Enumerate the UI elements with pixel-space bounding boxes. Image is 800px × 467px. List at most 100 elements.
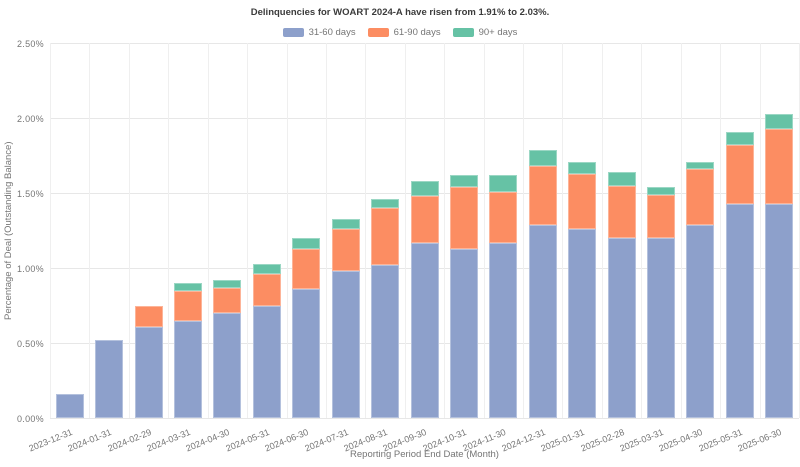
x-axis-title: Reporting Period End Date (Month)	[350, 449, 499, 460]
legend-item-31-60-days[interactable]: 31-60 days	[282, 27, 356, 38]
bar-segment-31-60-days[interactable]	[528, 224, 557, 418]
bar-segment-61-90-days[interactable]	[213, 287, 242, 313]
bar-2024-04-30[interactable]	[213, 280, 242, 418]
legend-item-90-plus-days[interactable]: 90+ days	[452, 27, 518, 38]
gridline-vertical	[325, 43, 327, 418]
legend: 31-60 days 61-90 days 90+ days	[0, 27, 800, 38]
bar-segment-61-90-days[interactable]	[607, 185, 636, 238]
gridline-vertical	[759, 43, 761, 418]
gridline-horizontal	[50, 118, 799, 119]
bar-2025-06-30[interactable]	[765, 113, 794, 418]
y-tick-label: 2.50%	[16, 38, 44, 49]
bar-segment-61-90-days[interactable]	[686, 169, 715, 225]
bar-segment-90plus-days[interactable]	[213, 280, 242, 288]
bar-2024-05-31[interactable]	[252, 263, 281, 418]
bar-segment-31-60-days[interactable]	[292, 289, 321, 418]
bar-segment-90plus-days[interactable]	[647, 187, 676, 195]
bar-segment-90plus-days[interactable]	[607, 172, 636, 186]
bar-segment-61-90-days[interactable]	[568, 173, 597, 229]
bar-segment-90plus-days[interactable]	[489, 175, 518, 192]
bar-2025-01-31[interactable]	[568, 161, 597, 418]
bar-2024-01-31[interactable]	[95, 340, 124, 418]
bar-segment-31-60-days[interactable]	[489, 242, 518, 418]
bar-segment-61-90-days[interactable]	[134, 305, 163, 327]
bar-segment-61-90-days[interactable]	[292, 248, 321, 289]
bar-segment-90plus-days[interactable]	[371, 199, 400, 208]
bar-segment-31-60-days[interactable]	[449, 248, 478, 418]
bar-segment-90plus-days[interactable]	[528, 149, 557, 166]
legend-label-31-60-days: 31-60 days	[308, 27, 356, 38]
gridline-vertical	[247, 43, 249, 418]
bar-segment-90plus-days[interactable]	[449, 175, 478, 187]
gridline-vertical	[720, 43, 722, 418]
bar-2023-12-31[interactable]	[55, 394, 84, 418]
bar-segment-61-90-days[interactable]	[725, 145, 754, 204]
bar-segment-31-60-days[interactable]	[331, 271, 360, 418]
bar-segment-61-90-days[interactable]	[252, 274, 281, 306]
gridline-vertical	[128, 43, 130, 418]
bar-2024-11-30[interactable]	[489, 175, 518, 418]
gridline-vertical	[523, 43, 525, 418]
bar-segment-61-90-days[interactable]	[173, 290, 202, 321]
legend-swatch-31-60-days	[282, 28, 304, 37]
legend-label-90-plus-days: 90+ days	[478, 27, 518, 38]
bar-2024-06-30[interactable]	[292, 238, 321, 418]
bar-segment-31-60-days[interactable]	[607, 238, 636, 418]
bar-segment-61-90-days[interactable]	[765, 128, 794, 204]
gridline-vertical	[168, 43, 170, 418]
bar-segment-31-60-days[interactable]	[725, 203, 754, 418]
bar-segment-31-60-days[interactable]	[55, 394, 84, 418]
bar-segment-61-90-days[interactable]	[331, 229, 360, 271]
bar-2024-09-30[interactable]	[410, 181, 439, 418]
legend-item-61-90-days[interactable]: 61-90 days	[367, 27, 441, 38]
gridline-vertical	[680, 43, 682, 418]
bar-2024-02-29[interactable]	[134, 305, 163, 418]
bar-segment-31-60-days[interactable]	[410, 242, 439, 418]
bar-segment-31-60-days[interactable]	[95, 340, 124, 418]
bar-segment-90plus-days[interactable]	[410, 181, 439, 196]
bar-segment-90plus-days[interactable]	[725, 131, 754, 145]
bar-segment-31-60-days[interactable]	[647, 238, 676, 418]
bar-2025-02-28[interactable]	[607, 172, 636, 418]
bar-2024-03-31[interactable]	[173, 283, 202, 418]
bar-segment-61-90-days[interactable]	[489, 191, 518, 243]
bar-segment-31-60-days[interactable]	[252, 305, 281, 418]
bar-segment-90plus-days[interactable]	[765, 113, 794, 129]
bar-2024-08-31[interactable]	[371, 199, 400, 418]
gridline-vertical	[562, 43, 564, 418]
bar-segment-90plus-days[interactable]	[292, 238, 321, 249]
bar-segment-31-60-days[interactable]	[568, 229, 597, 418]
bar-segment-90plus-days[interactable]	[173, 283, 202, 291]
legend-swatch-90-plus-days	[452, 28, 474, 37]
bar-segment-31-60-days[interactable]	[371, 265, 400, 418]
bar-2024-12-31[interactable]	[528, 149, 557, 418]
bar-segment-61-90-days[interactable]	[528, 166, 557, 225]
bar-segment-61-90-days[interactable]	[449, 187, 478, 249]
bar-segment-61-90-days[interactable]	[371, 208, 400, 265]
bar-segment-61-90-days[interactable]	[647, 194, 676, 238]
bar-segment-31-60-days[interactable]	[213, 313, 242, 418]
bar-segment-31-60-days[interactable]	[686, 224, 715, 418]
bar-segment-90plus-days[interactable]	[331, 218, 360, 229]
bar-segment-90plus-days[interactable]	[252, 263, 281, 274]
bar-segment-31-60-days[interactable]	[134, 326, 163, 418]
y-tick-label: 0.50%	[16, 338, 44, 349]
bar-segment-31-60-days[interactable]	[173, 320, 202, 418]
chart-title: Delinquencies for WOART 2024-A have rise…	[250, 7, 550, 18]
bar-2025-04-30[interactable]	[686, 161, 715, 418]
bar-2025-05-31[interactable]	[725, 131, 754, 418]
bar-2024-10-31[interactable]	[449, 175, 478, 418]
bar-segment-61-90-days[interactable]	[410, 196, 439, 243]
gridline-horizontal	[50, 43, 799, 44]
plot-area: 2023-12-31 2024-01-31 2024-02-29 2024-03-31…	[27, 43, 800, 454]
bar-segment-90plus-days[interactable]	[568, 161, 597, 174]
bar-segment-31-60-days[interactable]	[765, 203, 794, 418]
gridline-horizontal	[50, 418, 799, 419]
y-tick-labels: 0.00% 0.50% 1.00% 1.50% 2.00% 2.50%	[0, 39, 44, 424]
bar-segment-90plus-days[interactable]	[686, 161, 715, 169]
bar-2025-03-31[interactable]	[647, 187, 676, 418]
bar-2024-07-31[interactable]	[331, 218, 360, 418]
gridline-vertical	[207, 43, 209, 418]
gridline-vertical	[89, 43, 91, 418]
